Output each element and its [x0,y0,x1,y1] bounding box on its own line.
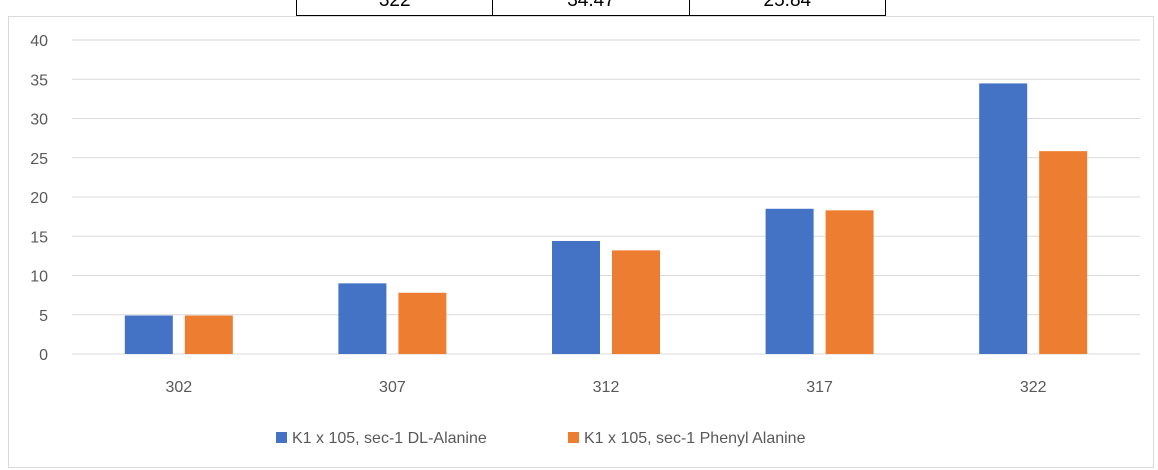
table-cell-dl-alanine: 34.47 [493,0,690,15]
data-table-partial-row: 322 34.47 25.84 [296,0,886,16]
y-tick-label: 25 [30,151,48,168]
y-tick-label: 15 [30,229,48,246]
y-tick-label: 35 [30,72,48,89]
bar-phenyl-alanine-322 [1039,151,1088,354]
y-tick-label: 40 [30,33,48,50]
y-tick-label: 30 [30,112,48,129]
bar-dl-alanine-317 [765,208,814,354]
y-tick-label: 5 [39,308,48,325]
bar-dl-alanine-322 [979,83,1028,355]
bar-dl-alanine-312 [552,240,600,354]
x-tick-label: 312 [593,379,620,396]
bar-phenyl-alanine-302 [184,315,233,354]
table-cell-temperature: 322 [297,0,494,15]
x-tick-label: 317 [806,379,833,396]
bar-dl-alanine-307 [338,283,387,354]
y-tick-label: 0 [39,347,48,364]
bar-phenyl-alanine-307 [398,292,447,354]
legend-label: K1 x 105, sec-1 DL-Alanine [292,430,487,447]
y-tick-label: 20 [30,190,48,207]
legend-label: K1 x 105, sec-1 Phenyl Alanine [584,430,806,447]
bar-dl-alanine-302 [124,315,173,354]
legend-swatch [276,432,287,443]
legend-swatch [568,432,579,443]
bar-phenyl-alanine-312 [612,250,660,354]
bar-phenyl-alanine-317 [825,210,874,354]
x-tick-label: 302 [165,379,192,396]
x-tick-label: 307 [379,379,406,396]
x-tick-label: 322 [1020,379,1047,396]
y-tick-label: 10 [30,269,48,286]
table-cell-phenyl-alanine: 25.84 [763,0,812,11]
